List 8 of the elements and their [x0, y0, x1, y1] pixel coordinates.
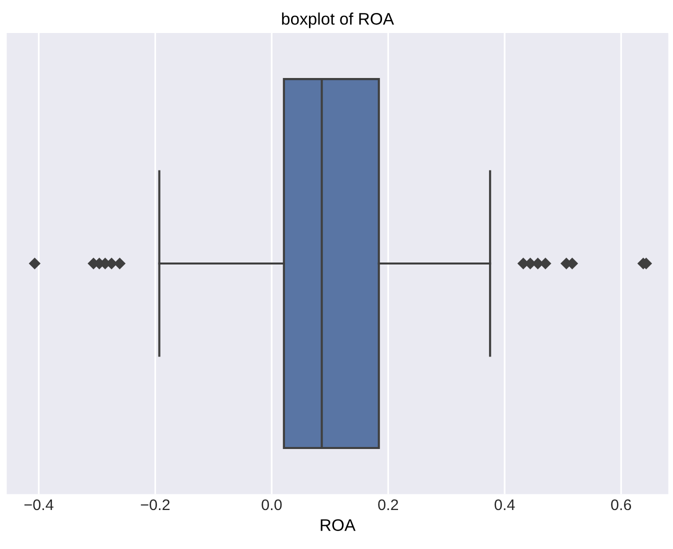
x-tick-label: 0.0 — [262, 499, 282, 510]
chart-title: boxplot of ROA — [282, 12, 394, 28]
x-tick-label: 0.6 — [611, 499, 632, 510]
x-tick-label: 0.2 — [378, 499, 398, 510]
x-tick-label: −0.2 — [140, 499, 170, 510]
x-axis-title: ROA — [320, 519, 356, 531]
x-tick-label: 0.4 — [494, 499, 515, 510]
x-tick-label: −0.4 — [24, 499, 54, 510]
